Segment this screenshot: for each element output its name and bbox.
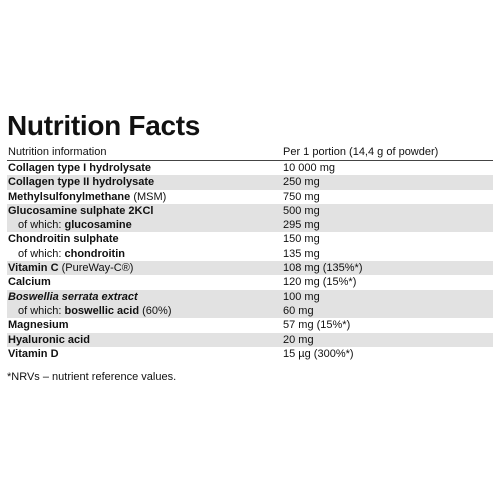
header-cell: Per 1 portion (14,4 g of powder) — [283, 146, 439, 158]
amount: 20 mg — [283, 333, 314, 346]
row: Methylsulfonylmethane (MSM) 750 mg — [7, 190, 493, 204]
name: Chondroitin sulphate — [8, 233, 119, 246]
name: Boswellia serrata extract — [8, 290, 138, 303]
amount: 750 mg — [283, 190, 320, 203]
amount: 120 mg (15%*) — [283, 276, 357, 289]
header-row: Nutrition information Per 1 portion (14,… — [7, 145, 493, 161]
row: Glucosamine sulphate 2KCl 500 mg — [7, 203, 493, 219]
nutrition-table: Nutrition information Per 1 portion (14,… — [7, 145, 493, 361]
amount: 57 mg (15%*) — [283, 319, 351, 332]
amount: 10 000 mg — [283, 162, 335, 174]
name: Glucosamine sulphate 2KCl — [8, 204, 154, 217]
amount: 100 mg — [283, 290, 320, 303]
name: Magnesium — [8, 319, 69, 332]
name-note: (PureWay-C®) — [61, 262, 134, 275]
name: boswellic acid — [64, 304, 140, 317]
row: Boswellia serrata extract 100 mg — [7, 289, 493, 304]
row: Hyaluronic acid 20 mg — [7, 332, 493, 347]
row: Magnesium 57 mg (15%*) — [7, 318, 493, 332]
name: Methylsulfonylmethane — [8, 190, 131, 203]
name-prefix: of which: — [18, 247, 62, 260]
name: chondroitin — [64, 247, 125, 260]
name: Calcium — [8, 276, 51, 289]
name: Collagen type I hydrolysate — [8, 162, 152, 174]
name: Collagen type II hydrolysate — [8, 176, 155, 189]
amount: 108 mg (135%*) — [283, 262, 363, 275]
name: glucosamine — [64, 219, 132, 232]
amount: 60 mg — [283, 304, 314, 317]
header-cell: Nutrition information — [8, 146, 107, 158]
amount: 250 mg — [283, 176, 320, 189]
row: of which: glucosamine 295 mg — [7, 218, 493, 233]
amount: 295 mg — [283, 219, 320, 232]
row: Calcium 120 mg (15%*) — [7, 275, 493, 289]
row: of which: boswellic acid (60%) 60 mg — [7, 303, 493, 319]
name-note: (MSM) — [133, 190, 167, 203]
name: Hyaluronic acid — [8, 333, 90, 346]
row: Collagen type II hydrolysate 250 mg — [7, 175, 493, 190]
row: Vitamin D 15 µg (300%*) — [7, 347, 493, 361]
name-prefix: of which: — [18, 304, 62, 317]
amount: 135 mg — [283, 247, 320, 260]
name: Vitamin C — [8, 262, 59, 275]
footnote: *NRVs – nutrient reference values. — [7, 371, 177, 383]
name-prefix: of which: — [18, 219, 62, 232]
amount: 15 µg (300%*) — [283, 347, 354, 360]
name-note: (60%) — [142, 304, 172, 317]
title: Nutrition Facts — [7, 110, 201, 141]
row: Collagen type I hydrolysate 10 000 mg — [7, 161, 493, 175]
row: Chondroitin sulphate 150 mg — [7, 232, 493, 246]
amount: 500 mg — [283, 204, 320, 217]
name: Vitamin D — [8, 347, 59, 360]
row: Vitamin C (PureWay-C®) 108 mg (135%*) — [7, 261, 493, 276]
row: of which: chondroitin 135 mg — [7, 247, 493, 261]
amount: 150 mg — [283, 233, 320, 246]
